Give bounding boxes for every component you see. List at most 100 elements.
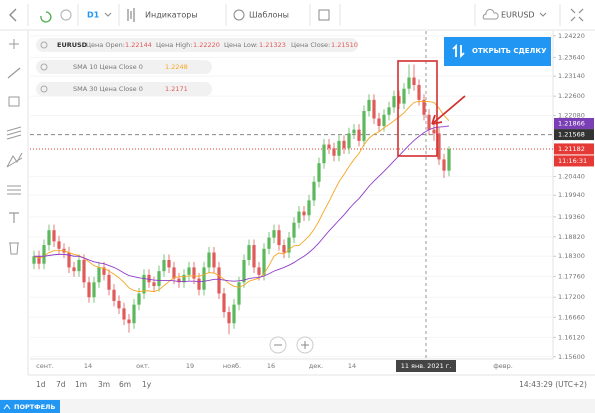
candle-body <box>302 211 306 216</box>
candle-body <box>92 282 96 298</box>
y-tick-label: 1.18300 <box>558 252 585 260</box>
crosshair-label-bg <box>396 360 456 372</box>
sma-line <box>33 100 450 293</box>
y-tick-label: 1.18820 <box>558 233 585 241</box>
period-button[interactable]: 1m <box>75 380 87 389</box>
price-label-bg <box>554 129 594 141</box>
templates-icon[interactable] <box>233 9 245 21</box>
reset-button[interactable] <box>60 9 72 21</box>
candle-body <box>427 114 431 130</box>
price-label: 1.21866 <box>558 119 585 127</box>
zoom-in-icon[interactable] <box>301 341 309 349</box>
candle-body <box>277 230 281 246</box>
candle-body <box>337 140 341 156</box>
period-button[interactable]: 7d <box>56 380 66 389</box>
portfolio-tab[interactable] <box>0 400 60 413</box>
back-button[interactable] <box>9 8 17 22</box>
y-tick-label: 1.19940 <box>558 191 585 199</box>
period-button[interactable]: 1d <box>36 380 46 389</box>
settings-icon[interactable] <box>40 63 48 71</box>
indicator-value: 1.2248 <box>165 63 188 71</box>
candle-body <box>187 267 191 275</box>
candle-body <box>447 149 451 171</box>
candle-body <box>32 256 36 264</box>
candle-body <box>352 129 356 134</box>
portfolio-tab-label[interactable]: ПОРТФЕЛЬ <box>14 403 55 411</box>
indicator-value: 1.2171 <box>165 85 188 93</box>
crosshair-label: 11 янв. 2021 г. <box>401 362 452 370</box>
candle-body <box>197 278 201 290</box>
candle-body <box>342 140 346 149</box>
candle-body <box>192 267 196 279</box>
indicators-button[interactable]: Индикаторы <box>145 11 198 20</box>
candle-body <box>167 259 171 268</box>
candle-body <box>367 99 371 112</box>
candle-body <box>127 319 131 324</box>
y-tick-label: 1.22600 <box>558 92 585 100</box>
x-tick-label: сент. <box>36 362 54 370</box>
indicators-icon[interactable] <box>127 8 135 22</box>
candle-body <box>257 267 261 275</box>
channel-tool[interactable] <box>6 126 22 140</box>
candle-body <box>227 312 231 324</box>
legend-label: Цена Close: <box>291 41 330 49</box>
candle-body <box>237 282 241 305</box>
trade-button[interactable]: ОТКРЫТЬ СДЕЛКУ <box>444 37 551 66</box>
tab-arrow[interactable] <box>3 404 11 410</box>
legend-value: 1.21323 <box>259 41 286 49</box>
legend-label: Цена Low: <box>224 41 258 49</box>
timeframe[interactable]: D1 <box>87 11 100 20</box>
candle-body <box>317 163 321 182</box>
x-tick-label: 16 <box>267 362 275 370</box>
templates-button[interactable]: Шаблоны <box>249 11 289 20</box>
legend-value: 1.22220 <box>193 41 220 49</box>
candle-body <box>312 181 316 201</box>
period-button[interactable]: 6m <box>119 380 131 389</box>
left-toolbar <box>6 30 29 375</box>
x-tick-label: 19 <box>186 362 194 370</box>
period-button[interactable]: 3m <box>98 380 110 389</box>
cloud-icon[interactable] <box>482 9 499 20</box>
candle-body <box>157 271 161 287</box>
delete-tool[interactable] <box>9 242 19 255</box>
x-tick-label: окт. <box>136 362 150 370</box>
x-tick-label: 14 <box>348 362 356 370</box>
trade-icon[interactable] <box>452 43 465 59</box>
dropdown-arrow[interactable] <box>539 12 547 17</box>
timer-bg <box>554 155 594 167</box>
candle-body <box>57 241 61 249</box>
rectangle-tool[interactable] <box>8 96 20 107</box>
candle-body <box>222 293 226 313</box>
top-toolbar: D1 Индикаторы Шаблоны EURUSD <box>0 0 595 31</box>
legend-value: 1.22144 <box>125 41 152 49</box>
candle-body <box>252 245 256 268</box>
fullscreen-button[interactable] <box>570 8 584 22</box>
settings-icon[interactable] <box>40 41 48 49</box>
trade-button-label[interactable]: ОТКРЫТЬ СДЕЛКУ <box>472 47 547 55</box>
period-button[interactable]: 1y <box>142 380 152 389</box>
candle-body <box>122 308 126 320</box>
candle-body <box>77 259 81 272</box>
candle-body <box>412 77 416 85</box>
candle-body <box>282 245 286 253</box>
price-label: 1.21568 <box>558 131 585 139</box>
crosshair-tool[interactable] <box>9 39 19 49</box>
legend-row <box>36 38 358 52</box>
dropdown-arrow[interactable] <box>104 12 112 17</box>
fibonacci-tool[interactable] <box>6 152 23 168</box>
x-tick-label: нояб. <box>223 362 241 370</box>
chart-area: 1.24220 1.23640 1.23140 1.22600 1.22080 1.204… <box>30 31 594 372</box>
toolbar-bg <box>0 0 595 30</box>
x-tick-label: дек. <box>309 362 324 370</box>
refresh-button[interactable] <box>40 11 52 23</box>
candle-body <box>247 245 251 260</box>
text-tool[interactable] <box>9 212 19 223</box>
levels-tool[interactable] <box>7 185 21 195</box>
legend-symbol: EURUSD <box>57 41 88 49</box>
symbol-select[interactable]: EURUSD <box>501 11 535 20</box>
calendar-icon[interactable] <box>318 9 330 21</box>
trendline-tool[interactable] <box>7 67 21 79</box>
candle-body <box>172 267 176 279</box>
settings-icon[interactable] <box>40 85 48 93</box>
candle-body <box>212 252 216 268</box>
